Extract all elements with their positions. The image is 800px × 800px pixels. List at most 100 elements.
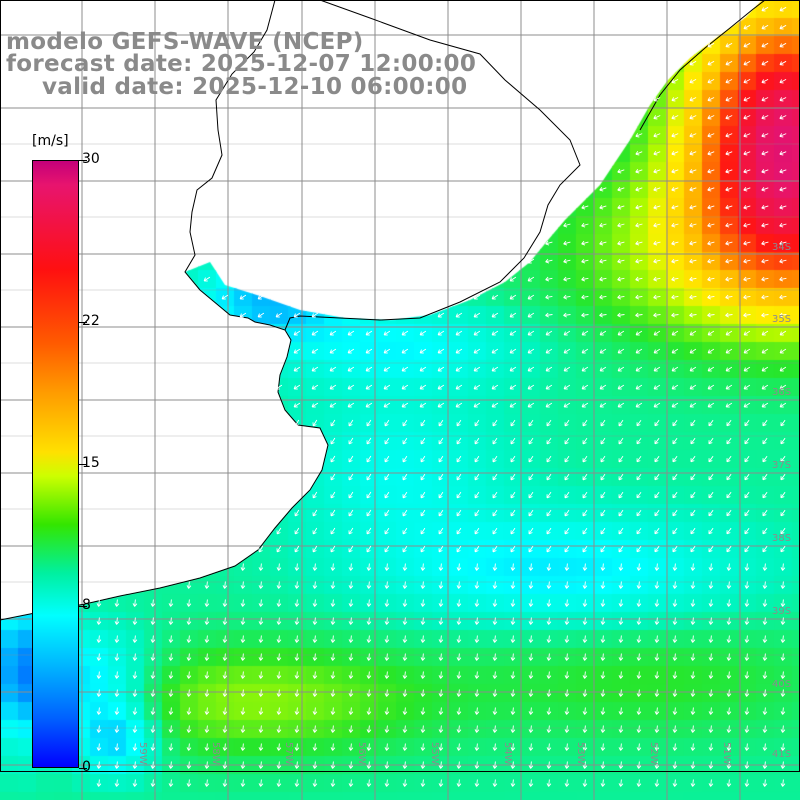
wind-arrow	[437, 348, 445, 354]
wind-arrow	[744, 527, 750, 535]
wind-arrow	[348, 689, 354, 697]
wind-arrow	[419, 384, 427, 390]
wind-arrow	[689, 205, 697, 210]
wind-arrow	[581, 240, 589, 246]
wind-arrow	[312, 509, 318, 517]
wind-arrow	[455, 348, 463, 354]
wind-arrow	[564, 671, 570, 679]
wind-arrow	[725, 276, 733, 282]
wind-arrow	[600, 743, 606, 751]
wind-arrow	[690, 599, 696, 607]
wind-arrow	[168, 689, 174, 697]
wind-arrow	[582, 653, 588, 661]
wind-arrow	[690, 617, 696, 625]
wind-arrow	[582, 725, 588, 733]
wind-arrow	[689, 384, 697, 390]
wind-arrow	[618, 689, 624, 697]
wind-arrow	[527, 366, 535, 372]
wind-arrow	[509, 366, 517, 372]
wind-arrow	[635, 402, 643, 408]
wind-arrow	[761, 60, 769, 66]
colorbar-tick-label: 22	[82, 313, 100, 330]
wind-arrow	[528, 563, 534, 571]
wind-arrow	[690, 761, 696, 769]
wind-arrow	[708, 635, 714, 643]
wind-arrow	[330, 671, 336, 679]
wind-arrow	[150, 707, 156, 715]
wind-arrow	[240, 725, 246, 733]
wind-arrow	[779, 205, 787, 210]
wind-arrow	[276, 653, 282, 661]
wind-arrow	[671, 97, 679, 102]
wind-arrow	[545, 258, 553, 264]
wind-arrow	[690, 419, 696, 427]
wind-arrow	[690, 653, 696, 661]
wind-arrow	[509, 402, 517, 408]
wind-arrow	[600, 617, 606, 625]
wind-arrow	[383, 330, 391, 336]
wind-arrow	[203, 276, 211, 282]
wind-arrow	[563, 294, 571, 300]
wind-arrow	[690, 491, 696, 499]
wind-arrow	[401, 348, 409, 354]
wind-arrow	[564, 761, 570, 769]
wind-arrow	[725, 151, 733, 156]
wind-arrow	[725, 312, 733, 318]
wind-arrow	[563, 330, 571, 336]
wind-arrow	[600, 707, 606, 715]
wind-arrow	[114, 635, 120, 643]
wind-arrow	[599, 258, 607, 264]
wind-arrow	[744, 419, 750, 427]
wind-arrow	[438, 707, 444, 715]
wind-arrow	[546, 527, 552, 535]
wind-arrow	[780, 473, 786, 481]
wind-arrow	[636, 761, 642, 769]
wind-arrow	[528, 635, 534, 643]
longitude-label: 57W	[283, 742, 294, 765]
wind-arrow	[779, 97, 787, 102]
wind-arrow	[744, 761, 750, 769]
wind-arrow	[419, 366, 427, 372]
wind-arrow	[599, 366, 607, 372]
wind-arrow	[618, 707, 624, 715]
wind-arrow	[707, 97, 715, 102]
wind-arrow	[563, 402, 571, 408]
wind-arrow	[654, 599, 660, 607]
wind-arrow	[114, 617, 120, 625]
wind-arrow	[528, 455, 534, 463]
wind-arrow	[510, 509, 516, 517]
wind-arrow	[96, 671, 102, 679]
wind-arrow	[438, 635, 444, 643]
wind-arrow	[546, 563, 552, 571]
wind-arrow	[780, 671, 786, 679]
wind-arrow	[330, 707, 336, 715]
wind-arrow	[168, 635, 174, 643]
wind-arrow	[240, 671, 246, 679]
latitude-label: 38S	[772, 533, 791, 544]
wind-arrow	[402, 563, 408, 571]
wind-arrow	[240, 689, 246, 697]
wind-arrow	[779, 384, 787, 390]
wind-arrow	[96, 599, 102, 607]
wind-arrow	[186, 725, 192, 733]
wind-arrow	[618, 779, 624, 787]
wind-arrow	[420, 653, 426, 661]
wind-arrow	[492, 527, 498, 535]
wind-arrow	[708, 509, 714, 517]
graticule-labels: 60W59W58W57W56W55W54W53W52W51W34S35S36S3…	[0, 0, 800, 772]
wind-arrow	[312, 491, 318, 499]
wind-arrow	[761, 402, 769, 408]
wind-arrow	[654, 617, 660, 625]
wind-arrow	[491, 312, 499, 318]
wind-arrow	[222, 581, 228, 589]
wind-arrow	[527, 348, 535, 354]
wind-arrow	[672, 545, 678, 553]
wind-arrow	[707, 294, 715, 300]
wind-arrow	[420, 671, 426, 679]
wind-arrow	[564, 743, 570, 751]
wind-arrow	[168, 725, 174, 733]
wind-arrow	[456, 635, 462, 643]
wind-arrow	[384, 743, 390, 751]
wind-arrow	[636, 707, 642, 715]
wind-arrow	[348, 419, 354, 427]
